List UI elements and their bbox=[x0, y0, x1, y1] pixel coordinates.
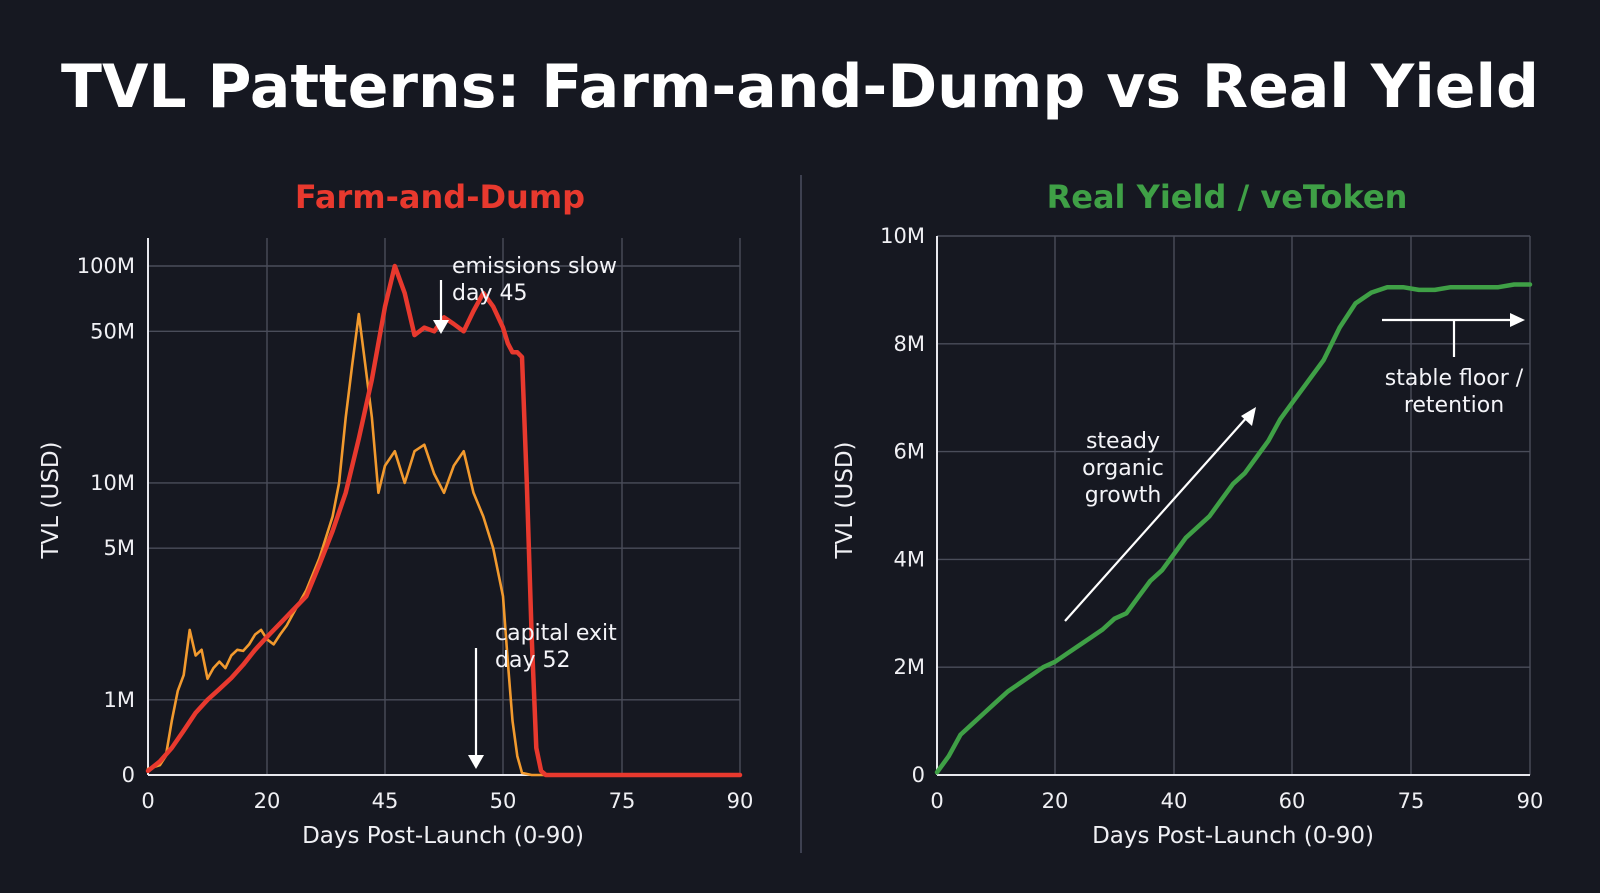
panel-title-farm-and-dump: Farm-and-Dump bbox=[295, 178, 585, 216]
annotation-steady-growth: steady organic growth bbox=[1082, 429, 1164, 508]
y-tick-label: 4M bbox=[894, 547, 925, 571]
annotation-line: retention bbox=[1404, 393, 1504, 418]
x-axis-title: Days Post-Launch (0-90) bbox=[1092, 823, 1374, 849]
y-tick-label: 8M bbox=[894, 332, 925, 356]
annotation-line: day 45 bbox=[452, 281, 527, 306]
series-line-red bbox=[145, 263, 743, 778]
series-line-green bbox=[934, 282, 1533, 775]
x-axis-title: Days Post-Launch (0-90) bbox=[302, 823, 584, 849]
x-tick-label: 40 bbox=[1161, 789, 1188, 813]
annotation-line: stable floor / bbox=[1385, 366, 1524, 391]
x-tick-label: 60 bbox=[1279, 789, 1306, 813]
annotation-emissions-slow: emissions slow day 45 bbox=[452, 254, 617, 306]
annotation-line: growth bbox=[1085, 483, 1162, 508]
annotation-capital-exit: capital exit day 52 bbox=[495, 621, 617, 673]
annotation-line: steady bbox=[1086, 429, 1160, 454]
annotation-arrowhead bbox=[1241, 407, 1256, 426]
x-tick-label: 50 bbox=[490, 789, 517, 813]
x-tick-label: 75 bbox=[609, 789, 636, 813]
y-tick-label: 100M bbox=[77, 254, 135, 278]
y-tick-label: 0 bbox=[912, 763, 925, 787]
y-tick-label: 0 bbox=[122, 763, 135, 787]
annotation-line: capital exit bbox=[495, 621, 617, 646]
y-tick-label: 1M bbox=[104, 688, 135, 712]
x-tick-label: 0 bbox=[930, 789, 943, 813]
y-tick-label: 5M bbox=[104, 536, 135, 560]
panel-title-real-yield: Real Yield / veToken bbox=[1047, 178, 1408, 216]
farm-and-dump-chart: Farm-and-Dump 0 1M 5M 10M 50M 100M 0 20 45 50 75 90 D… bbox=[38, 178, 754, 849]
x-tick-label: 75 bbox=[1398, 789, 1425, 813]
x-tick-label: 45 bbox=[372, 789, 399, 813]
series-line-orange bbox=[146, 312, 742, 777]
annotation-stable-floor: stable floor / retention bbox=[1385, 366, 1524, 418]
y-axis-title: TVL (USD) bbox=[832, 442, 858, 560]
x-tick-label: 20 bbox=[1042, 789, 1069, 813]
y-tick-label: 6M bbox=[894, 440, 925, 464]
annotation-line: day 52 bbox=[495, 648, 570, 673]
panel-divider bbox=[800, 175, 802, 853]
annotation-arrowhead bbox=[468, 755, 484, 769]
x-tick-label: 90 bbox=[1517, 789, 1544, 813]
annotation-arrowhead bbox=[433, 320, 449, 334]
real-yield-chart: Real Yield / veToken 0 2M 4M 6M 8M 10M 0 20 40 60 7… bbox=[832, 178, 1544, 849]
x-tick-label: 0 bbox=[141, 789, 154, 813]
annotation-line: emissions slow bbox=[452, 254, 617, 279]
x-tick-label: 90 bbox=[727, 789, 754, 813]
y-tick-label: 10M bbox=[880, 224, 925, 248]
y-axis-title: TVL (USD) bbox=[38, 442, 64, 560]
annotation-arrowhead bbox=[1510, 313, 1525, 327]
y-tick-label: 2M bbox=[894, 655, 925, 679]
y-tick-label: 50M bbox=[90, 319, 135, 343]
x-tick-label: 20 bbox=[254, 789, 281, 813]
annotation-line: organic bbox=[1082, 456, 1164, 481]
y-tick-label: 10M bbox=[90, 471, 135, 495]
annotation-arrow bbox=[1064, 415, 1249, 622]
main-title: TVL Patterns: Farm-and-Dump vs Real Yiel… bbox=[61, 52, 1539, 122]
